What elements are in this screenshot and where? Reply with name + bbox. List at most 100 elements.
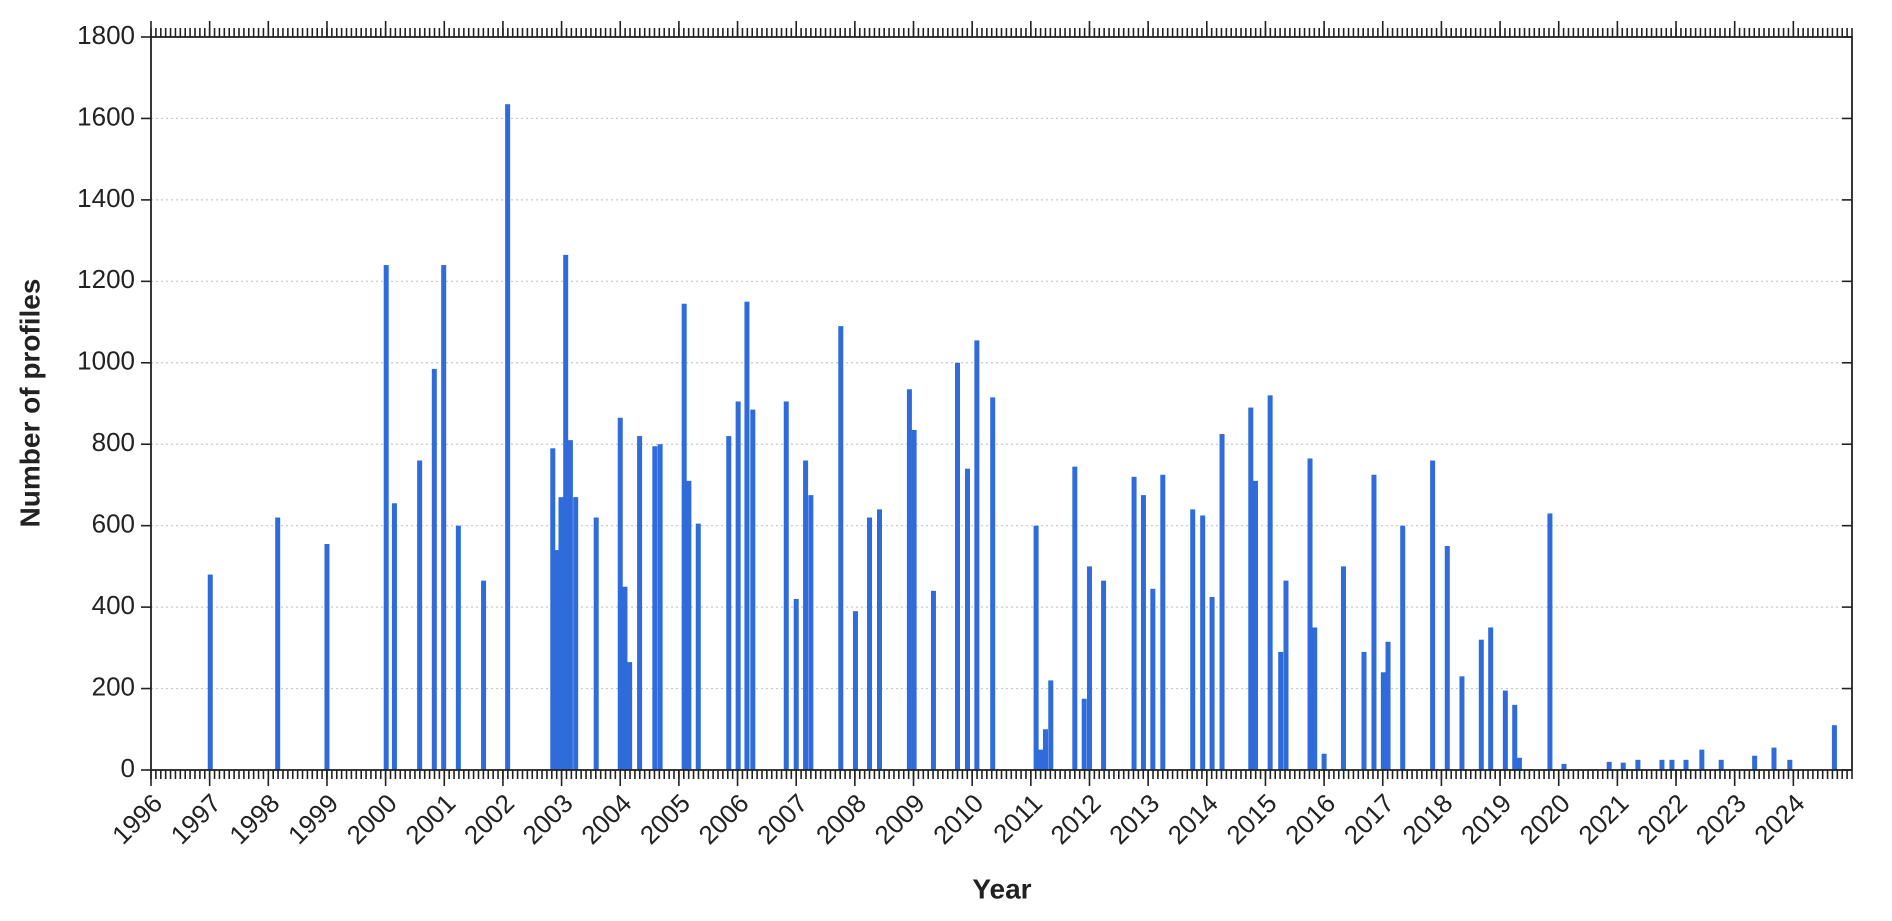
bar [505, 104, 511, 771]
x-tick-label: 2000 [341, 788, 403, 850]
bar [852, 611, 858, 770]
x-tick-label: 2018 [1396, 788, 1458, 850]
bar [1659, 759, 1665, 770]
bar [383, 265, 389, 770]
y-tick-label: 400 [92, 590, 135, 620]
bar [1219, 434, 1225, 770]
bar [481, 580, 487, 770]
bar [1771, 747, 1777, 770]
bar [1385, 641, 1391, 770]
bar [1081, 698, 1087, 770]
x-tick-label: 2012 [1044, 788, 1106, 850]
x-tick-label: 2024 [1748, 788, 1810, 850]
bar [1038, 749, 1044, 770]
bar [563, 254, 569, 770]
bar [808, 495, 814, 770]
bar [1101, 580, 1107, 770]
bar [1307, 458, 1313, 770]
bar [1200, 515, 1206, 770]
bar [1160, 474, 1166, 770]
bar [1380, 672, 1386, 770]
bar [657, 444, 663, 770]
bar [1252, 480, 1258, 770]
x-tick-label: 2013 [1103, 788, 1165, 850]
bar [637, 436, 643, 770]
x-tick-label: 2007 [751, 788, 813, 850]
x-tick-label: 1999 [282, 788, 344, 850]
x-tick-label: 1996 [106, 788, 168, 850]
bar [1248, 407, 1254, 770]
bar [553, 550, 559, 770]
bar [783, 401, 789, 770]
x-tick-label: 1997 [165, 788, 227, 850]
bar [803, 460, 809, 770]
bar [911, 429, 917, 770]
bar [793, 598, 799, 770]
bar [1512, 704, 1518, 770]
x-tick-label: 2021 [1572, 788, 1634, 850]
bar [391, 503, 397, 770]
bar [652, 446, 658, 770]
bar [324, 543, 330, 770]
x-tick-label: 2001 [399, 788, 461, 850]
bar [1283, 580, 1289, 770]
bar [1150, 588, 1156, 770]
bar [930, 590, 936, 770]
y-tick-label: 1200 [77, 264, 135, 294]
bar [1048, 680, 1054, 770]
bar [1444, 546, 1450, 770]
x-tick-label: 2005 [634, 788, 696, 850]
bar [1033, 525, 1039, 770]
bar [567, 440, 573, 770]
bar [990, 397, 996, 770]
bar [1140, 495, 1146, 770]
bar [1699, 749, 1705, 770]
bar [838, 326, 844, 770]
x-tick-label: 2008 [810, 788, 872, 850]
bar [1086, 566, 1092, 770]
bar [695, 523, 701, 770]
plot-frame [150, 36, 1853, 771]
bar [955, 362, 961, 770]
x-tick-label: 2010 [927, 788, 989, 850]
bar [1787, 759, 1793, 770]
bar [1516, 757, 1522, 770]
x-tick-label: 2015 [1220, 788, 1282, 850]
bar [1561, 763, 1567, 770]
y-tick-label: 1600 [77, 101, 135, 131]
x-tick-label: 2023 [1690, 788, 1752, 850]
bar [1459, 676, 1465, 770]
y-tick-label: 800 [92, 427, 135, 457]
bar [1430, 460, 1436, 770]
y-axis-title: Number of profiles [14, 279, 45, 528]
bar [1340, 566, 1346, 770]
bar [627, 662, 633, 770]
bar [1718, 759, 1724, 770]
y-tick-label: 600 [92, 509, 135, 539]
bar [1209, 596, 1215, 770]
bar [1371, 474, 1377, 770]
x-tick-label: 2020 [1514, 788, 1576, 850]
bar [1831, 725, 1837, 770]
bar [1502, 690, 1508, 770]
bar [207, 574, 213, 770]
bar [1478, 639, 1484, 770]
y-tick-label: 1400 [77, 183, 135, 213]
bar [1072, 466, 1078, 770]
bar [974, 340, 980, 770]
y-tick-label: 1800 [77, 20, 135, 50]
bar [1267, 395, 1273, 770]
bar [1488, 627, 1494, 770]
x-axis-title: Year [972, 873, 1031, 904]
bar [744, 301, 750, 770]
bar [1635, 759, 1641, 770]
bar [867, 517, 873, 770]
x-tick-label: 1998 [223, 788, 285, 850]
bar [750, 409, 756, 770]
bar [455, 525, 461, 770]
x-tick-label: 2009 [869, 788, 931, 850]
x-tick-label: 2004 [575, 788, 637, 850]
bar [964, 468, 970, 770]
x-tick-label: 2002 [458, 788, 520, 850]
bar [1752, 755, 1758, 770]
